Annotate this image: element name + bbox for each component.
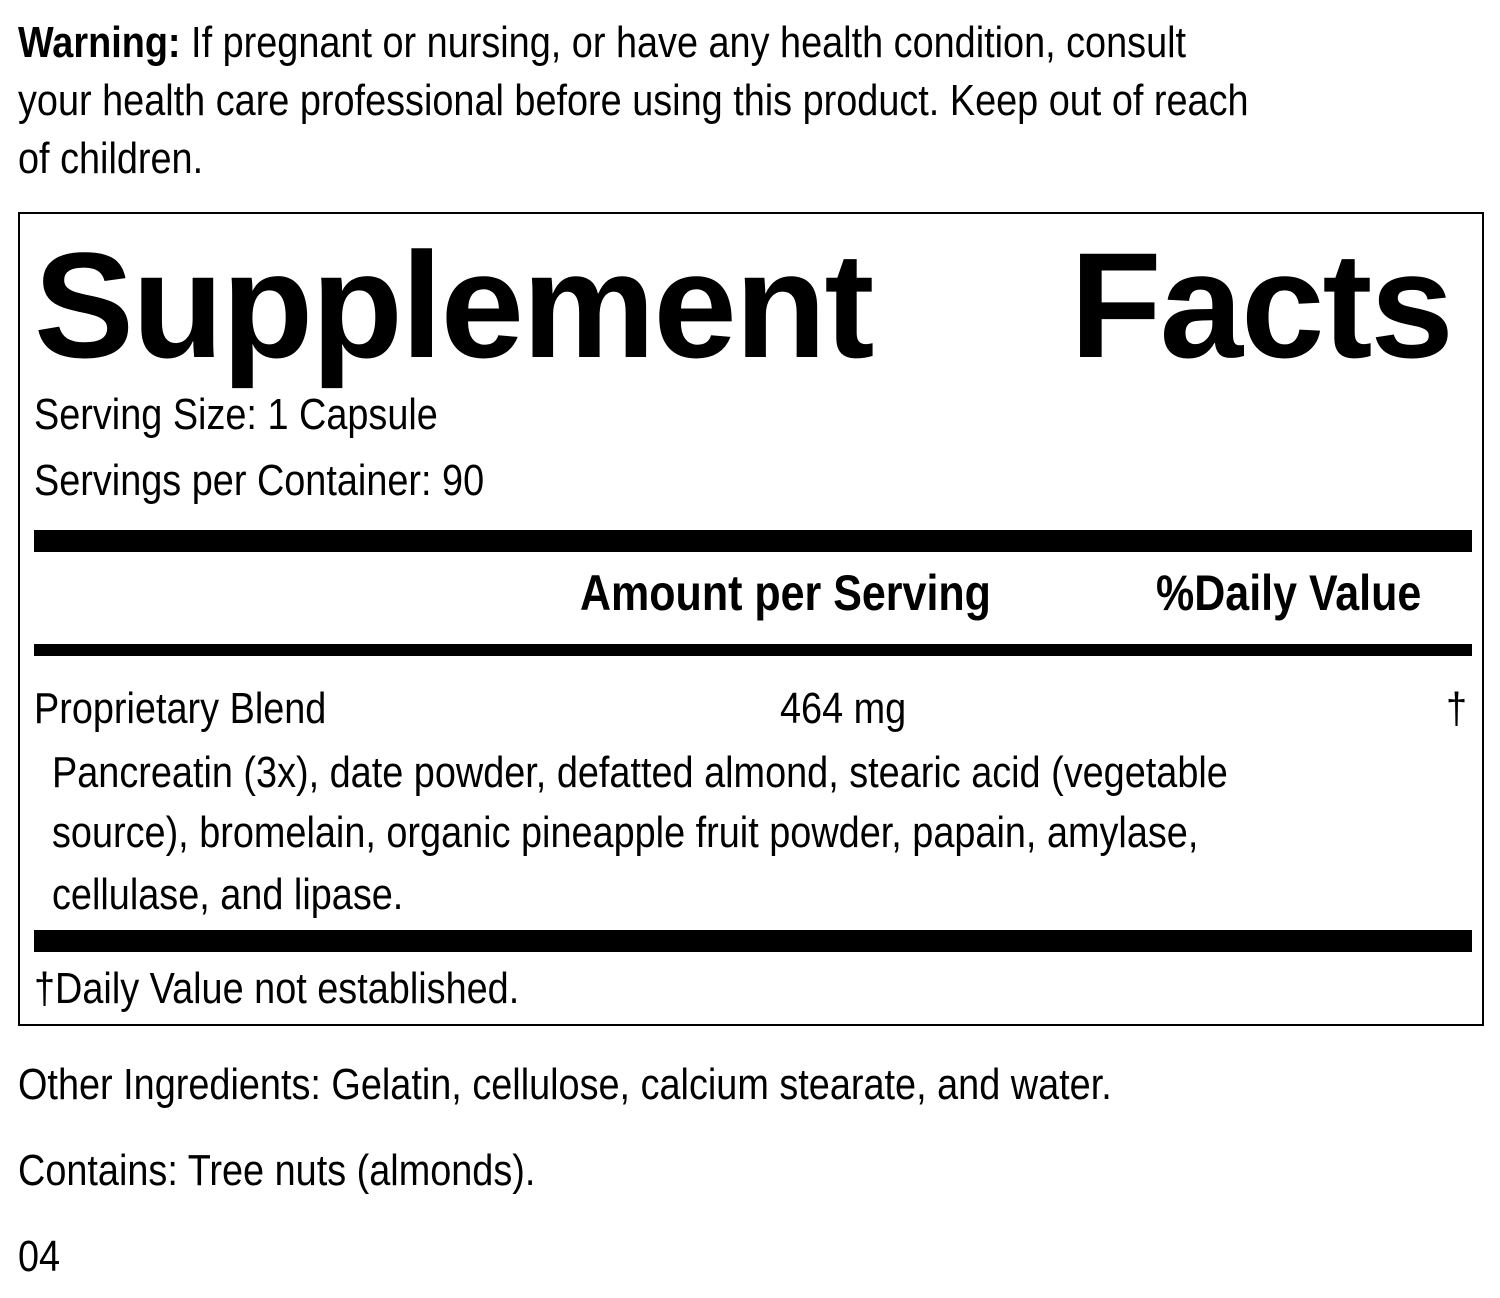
serving-size: Serving Size: 1 Capsule (34, 390, 438, 439)
warning-text: Warning: If pregnant or nursing, or have… (18, 14, 1249, 188)
facts-title-1: Supplement (34, 221, 874, 389)
warning-label: Warning: (18, 18, 181, 67)
warning-line3: of children. (18, 134, 204, 183)
warning-line1: If pregnant or nursing, or have any heal… (180, 18, 1187, 67)
ingredient-name: Proprietary Blend (34, 684, 327, 733)
facts-title-2: Facts (1070, 221, 1454, 389)
thick-divider (34, 530, 1472, 552)
footnote: †Daily Value not established. (34, 964, 520, 1013)
divider (34, 644, 1472, 656)
blend-ingredients-1: Pancreatin (3x), date powder, defatted a… (52, 748, 1228, 797)
warning-line2: your health care professional before usi… (18, 76, 1249, 125)
amount-header: Amount per Serving (580, 565, 991, 621)
supplement-facts-panel: Supplement Facts Serving Size: 1 Capsule… (18, 212, 1484, 1026)
allergen-statement: Contains: Tree nuts (almonds). (18, 1146, 536, 1195)
ingredient-dv: † (1446, 684, 1468, 733)
label-code: 04 (18, 1232, 61, 1281)
servings-per-container: Servings per Container: 90 (34, 456, 485, 505)
blend-ingredients-2: source), bromelain, organic pineapple fr… (52, 808, 1199, 857)
thick-divider-bottom (34, 930, 1472, 952)
ingredient-amount: 464 mg (780, 684, 907, 733)
dv-header: %Daily Value (1156, 565, 1422, 621)
other-ingredients: Other Ingredients: Gelatin, cellulose, c… (18, 1060, 1112, 1109)
blend-ingredients-3: cellulase, and lipase. (52, 870, 404, 919)
